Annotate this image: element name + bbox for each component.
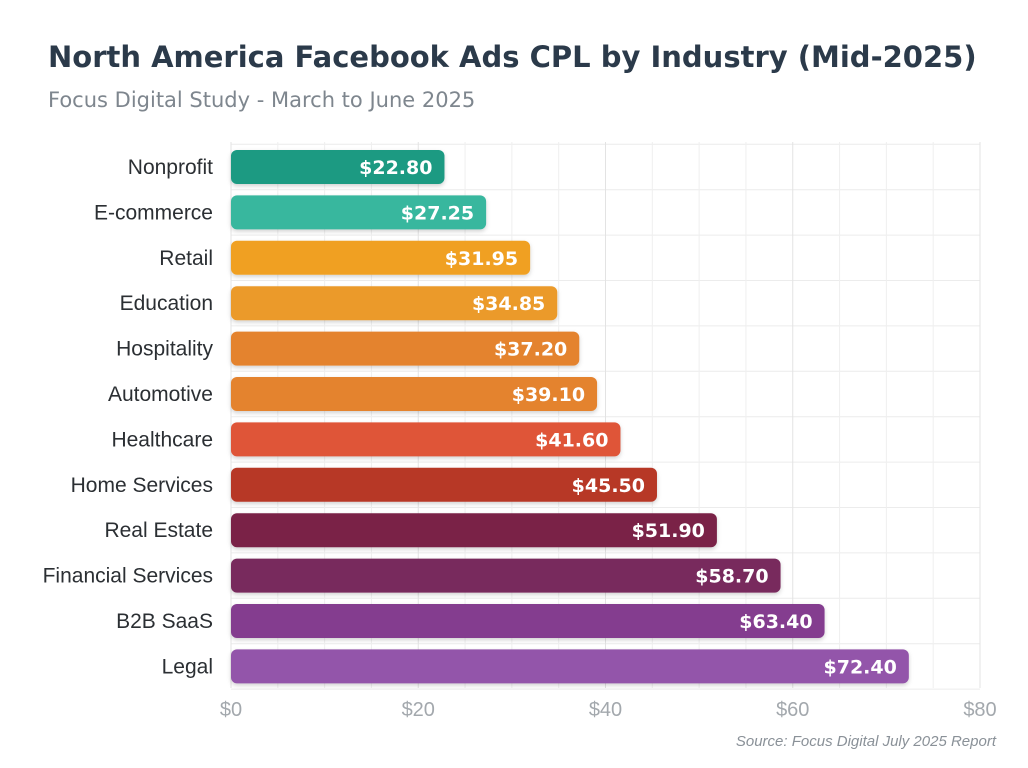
bar-value-label: $41.60 xyxy=(535,429,608,451)
category-label: E-commerce xyxy=(94,201,213,224)
bar-value-label: $27.25 xyxy=(401,202,474,224)
category-label: Retail xyxy=(159,247,213,270)
bar-value-label: $51.90 xyxy=(632,520,705,542)
category-label: B2B SaaS xyxy=(116,610,213,633)
bar-value-label: $63.40 xyxy=(739,611,812,633)
category-label: Financial Services xyxy=(43,565,213,588)
category-label: Legal xyxy=(162,655,213,678)
bar xyxy=(231,377,598,411)
bar xyxy=(231,558,781,593)
x-tick-label: $40 xyxy=(589,699,622,721)
chart-subtitle: Focus Digital Study - March to June 2025 xyxy=(48,88,476,112)
x-tick-label: $60 xyxy=(776,699,809,721)
x-tick-label: $80 xyxy=(963,699,996,721)
bar xyxy=(231,513,717,548)
category-label: Nonprofit xyxy=(128,156,213,179)
x-tick-label: $0 xyxy=(220,699,242,721)
bar xyxy=(231,331,580,366)
category-label: Home Services xyxy=(71,474,213,497)
bar-value-label: $34.85 xyxy=(472,293,545,315)
bar xyxy=(231,604,825,638)
bar-value-label: $72.40 xyxy=(824,656,897,678)
category-label: Education xyxy=(120,292,213,315)
bar xyxy=(231,422,621,457)
x-tick-label: $20 xyxy=(402,699,435,721)
bar-value-label: $31.95 xyxy=(445,248,518,270)
bar-value-label: $22.80 xyxy=(359,157,432,179)
bar xyxy=(231,150,445,184)
chart-title: North America Facebook Ads CPL by Indust… xyxy=(48,40,977,74)
chart-source: Source: Focus Digital July 2025 Report xyxy=(735,733,996,750)
bar-value-label: $58.70 xyxy=(695,566,768,588)
bar xyxy=(231,467,657,502)
bar-value-label: $37.20 xyxy=(494,339,567,361)
bar-value-label: $45.50 xyxy=(572,475,645,497)
category-label: Hospitality xyxy=(116,338,213,361)
bar xyxy=(231,286,558,321)
category-label: Real Estate xyxy=(104,519,213,542)
category-label: Healthcare xyxy=(111,428,213,451)
bar-value-label: $39.10 xyxy=(512,384,585,406)
category-label: Automotive xyxy=(108,383,213,406)
bar xyxy=(231,240,531,275)
bar xyxy=(231,649,909,684)
bar xyxy=(231,195,487,230)
